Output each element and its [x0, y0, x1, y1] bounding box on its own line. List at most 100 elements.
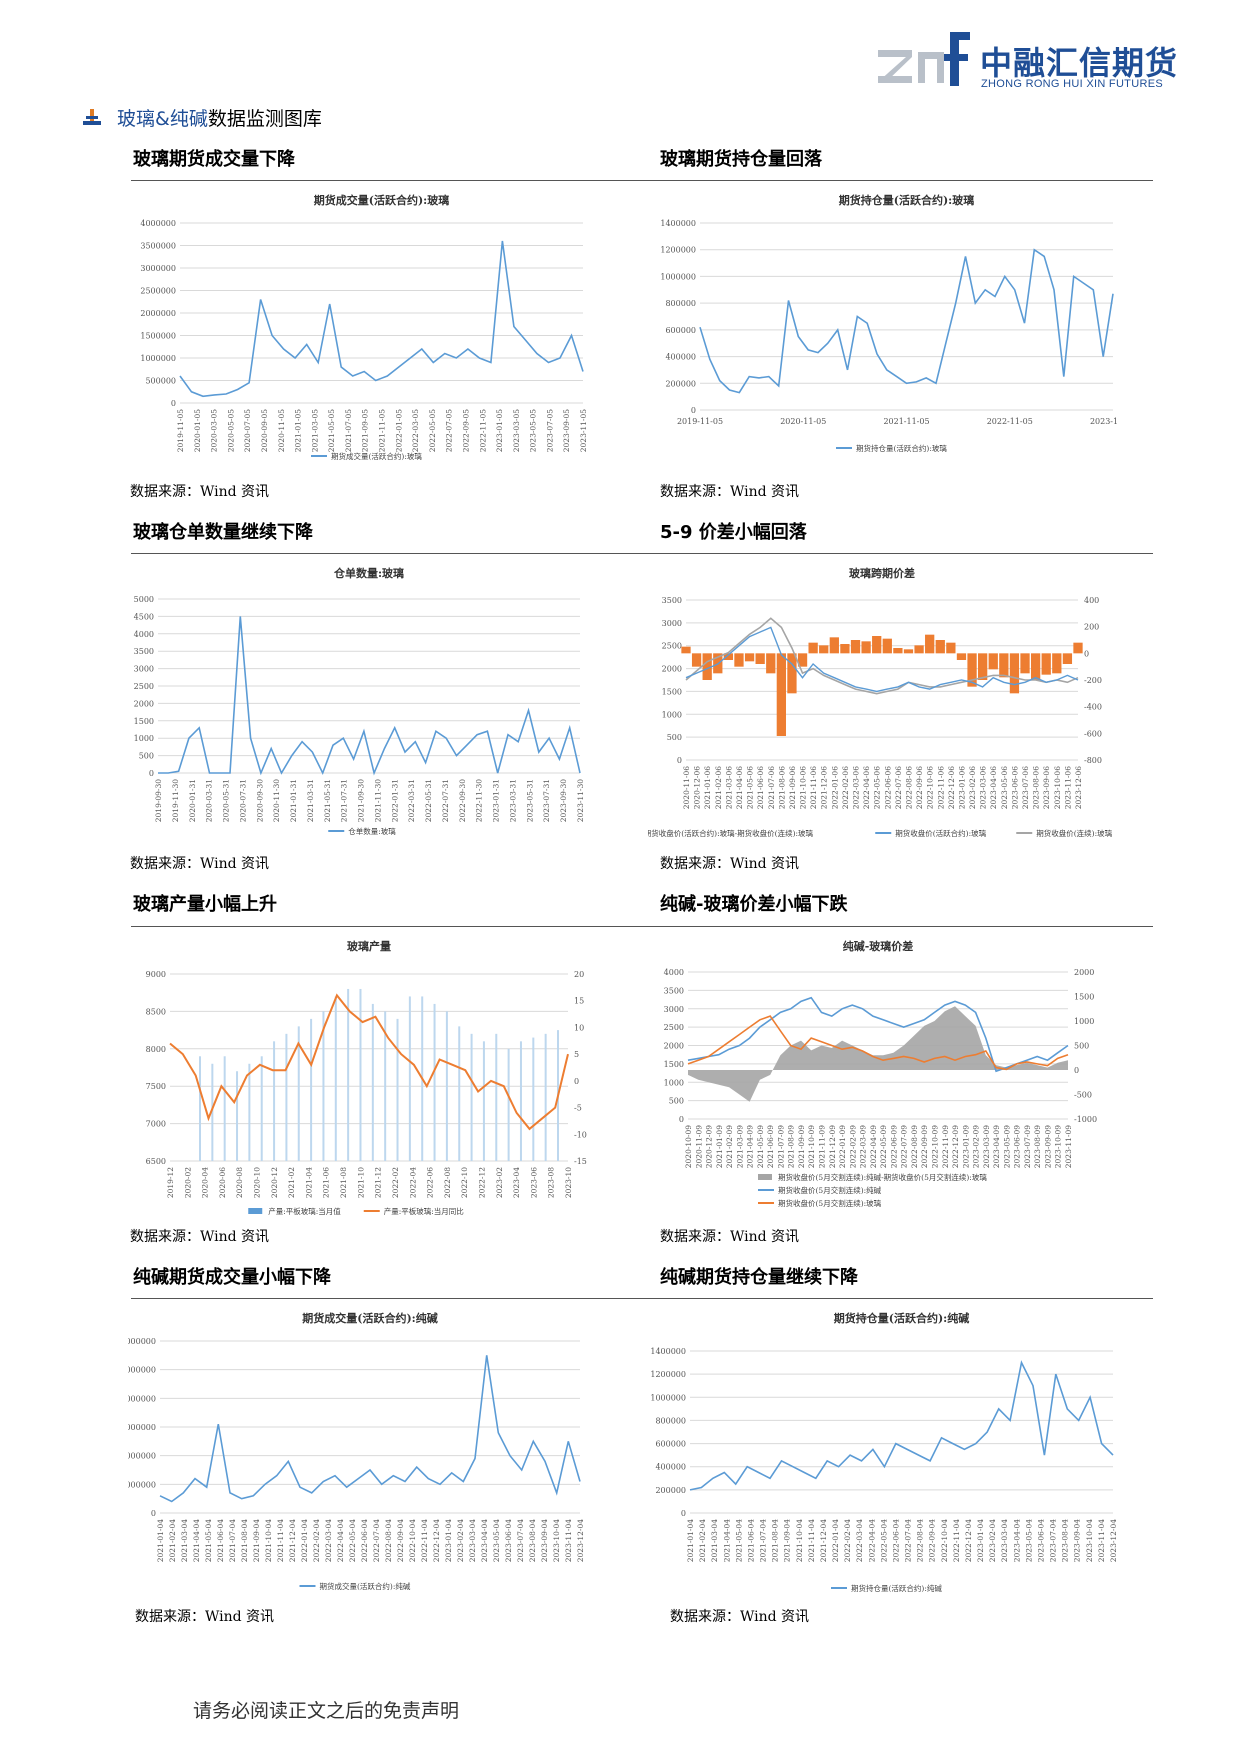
y-tick-label: 4500 — [134, 612, 154, 621]
series-line — [685, 617, 1079, 695]
panel-title-5: 玻璃产量小幅上升 — [133, 894, 277, 915]
chart-title: 期货持仓量(活跃合约):玻璃 — [839, 193, 974, 207]
y2-tick-label: -5 — [574, 1104, 582, 1113]
y-tick-label: 1000 — [134, 734, 154, 743]
x-tick-label: 2021-03-05 — [310, 409, 319, 452]
x-tick-label: 2023-04-04 — [480, 1519, 489, 1562]
x-tick-label: 2019-11-05 — [176, 409, 185, 452]
y-tick-label: 2500 — [134, 682, 154, 691]
x-tick-label: 2022-08-09 — [910, 1125, 919, 1168]
spread-bar — [787, 653, 797, 694]
y-tick-label: 6000000 — [128, 1337, 156, 1346]
x-tick-label: 2023-05-05 — [529, 409, 538, 452]
spread-bar — [999, 653, 1009, 678]
chart-glass-output: 玻璃产量 6500 7000 7500 8000 8500 9000 -15 -10 -5 0 5 10… — [128, 936, 588, 1216]
y-tick-label: 2000 — [664, 1042, 684, 1051]
x-tick-label: 2023-03-04 — [468, 1519, 477, 1562]
x-tick-label: 2023-09-09 — [1043, 1125, 1052, 1168]
panel-title-7: 纯碱期货成交量小幅下降 — [133, 1267, 331, 1288]
spread-bar — [925, 634, 935, 654]
x-tick-label: 2021-03-09 — [735, 1125, 744, 1168]
x-tick-label: 2023-12-04 — [576, 1519, 585, 1562]
y-tick-label: 1000000 — [128, 1480, 156, 1489]
x-tick-label: 2022-09-05 — [461, 409, 470, 452]
source-note-1: 数据来源：Wind 资讯 — [130, 484, 270, 500]
x-tick-label: 2021-11-04 — [807, 1519, 816, 1562]
y-tick-label: 9000 — [146, 970, 166, 979]
y2-tick-label: 500 — [1074, 1042, 1089, 1051]
series-line — [158, 616, 581, 776]
x-tick-label: 2021-08-09 — [787, 1125, 796, 1168]
legend-swatch — [758, 1174, 772, 1180]
x-tick-label: 2023-06-04 — [504, 1519, 513, 1562]
y2-tick-label: 5 — [574, 1050, 579, 1059]
spread-area — [688, 1006, 1068, 1102]
output-bar — [223, 1056, 226, 1161]
x-tick-label: 2023-11-04 — [564, 1519, 573, 1562]
x-tick-label: 2022-01-09 — [838, 1125, 847, 1168]
output-bar — [236, 1071, 239, 1161]
x-tick-label: 2021-01-05 — [294, 409, 303, 452]
x-tick-label: 2023-09-06 — [1042, 766, 1051, 809]
x-tick-label: 2021-06-04 — [746, 1519, 755, 1562]
chart-title: 玻璃产量 — [347, 939, 391, 953]
y-tick-label: 7500 — [146, 1082, 166, 1091]
x-tick-label: 2023-02 — [495, 1167, 504, 1198]
spread-bar — [734, 653, 744, 667]
x-tick-label: 2021-11-05 — [378, 409, 387, 452]
x-tick-label: 2019-09-30 — [154, 779, 163, 822]
series-line — [699, 248, 1114, 394]
y-tick-label: 500 — [667, 733, 682, 742]
legend-label: 产量:平板玻璃:当月同比 — [384, 1206, 465, 1216]
x-tick-label: 2022-05-06 — [873, 766, 882, 809]
x-tick-label: 2023-03-06 — [979, 766, 988, 809]
chart-title: 期货持仓量(活跃合约):纯碱 — [834, 1311, 969, 1325]
x-tick-label: 2023-01-31 — [492, 779, 501, 822]
x-tick-label: 2022-10-04 — [408, 1519, 417, 1562]
x-tick-label: 2021-10-04 — [795, 1519, 804, 1562]
x-tick-label: 2020-11-05 — [780, 417, 826, 426]
chart-title: 仓单数量:玻璃 — [333, 566, 404, 580]
y-tick-label: 3500000 — [140, 242, 176, 251]
x-tick-label: 2023-02-06 — [968, 766, 977, 809]
y-tick-label: 600000 — [655, 1440, 686, 1449]
x-tick-label: 2022-12-09 — [951, 1125, 960, 1168]
spread-bar — [1062, 653, 1073, 664]
y-tick-label: 1500 — [664, 1060, 684, 1069]
x-tick-label: 2021-09-04 — [252, 1519, 261, 1562]
x-tick-label: 2022-06-09 — [889, 1125, 898, 1168]
x-tick-label: 2023-01-05 — [495, 409, 504, 452]
section-heading: 玻璃&纯碱 数据监测图库 — [83, 104, 322, 131]
x-tick-label: 2022-08-04 — [384, 1519, 393, 1562]
x-tick-label: 2021-11-05 — [883, 417, 929, 426]
x-tick-label: 2023-04-06 — [989, 766, 998, 809]
x-tick-label: 2022-05-04 — [879, 1519, 888, 1562]
legend-label: 期货成交量(活跃合约):纯碱 — [320, 1581, 411, 1591]
x-tick-label: 2021-05-04 — [204, 1519, 213, 1562]
x-tick-label: 2023-09-30 — [559, 779, 568, 822]
y-tick-label: 3000 — [662, 619, 682, 628]
x-tick-label: 2022-11-30 — [475, 779, 484, 822]
x-tick-label: 2021-12-04 — [288, 1519, 297, 1562]
series-line — [685, 626, 1079, 693]
divider — [131, 926, 1153, 927]
spread-bar — [872, 636, 882, 654]
output-bar — [433, 1003, 436, 1161]
x-tick-label: 2022-05-09 — [879, 1125, 888, 1168]
y2-tick-label: 15 — [574, 997, 584, 1006]
output-bar — [248, 1063, 251, 1161]
spread-bar — [978, 653, 988, 680]
x-tick-label: 2022-08-06 — [904, 766, 913, 809]
x-tick-label: 2023-08-04 — [528, 1519, 537, 1562]
x-tick-label: 2022-11-04 — [420, 1519, 429, 1562]
x-tick-label: 2023-04-09 — [992, 1125, 1001, 1168]
legend-label: 期货持仓量(活跃合约):纯碱 — [851, 1583, 942, 1593]
x-tick-label: 2022-08 — [443, 1167, 452, 1198]
output-bar — [507, 1048, 510, 1161]
y-tick-label: 400000 — [655, 1463, 686, 1472]
source-note-4: 数据来源：Wind 资讯 — [660, 856, 800, 872]
panel-title-4: 5-9 价差小幅回落 — [660, 522, 807, 543]
x-tick-label: 2020-12-09 — [705, 1125, 714, 1168]
output-bar — [532, 1037, 535, 1161]
divider — [131, 1298, 1153, 1299]
